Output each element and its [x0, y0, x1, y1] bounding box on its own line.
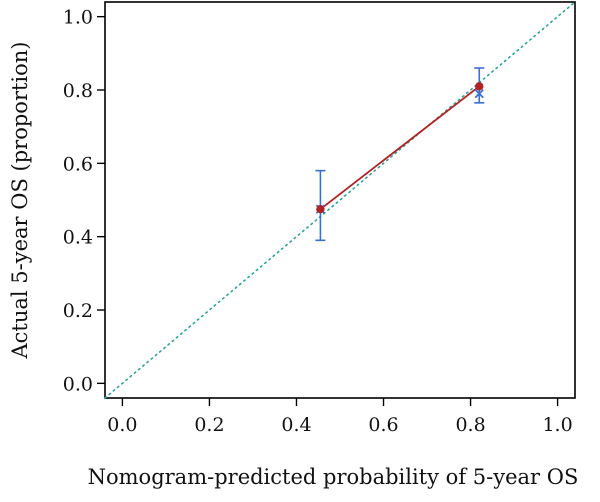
errorbar-layer: [315, 67, 485, 242]
x-tick-label: 1.0: [542, 414, 572, 436]
series-line-layer: [319, 85, 480, 210]
y-tick-label: 0.4: [63, 227, 93, 249]
y-tick-label: 0.2: [63, 300, 93, 322]
y-axis-title: Actual 5-year OS (proportion): [8, 41, 32, 359]
x-axis-ticks: 0.0 0.2 0.4 0.6 0.8 1.0: [107, 398, 573, 436]
x-axis-title: Nomogram-predicted probability of 5-year…: [88, 465, 579, 489]
y-tick-label: 0.6: [63, 153, 93, 175]
y-tick-label: 0.0: [63, 373, 93, 395]
x-tick-label: 0.6: [368, 414, 398, 436]
point-layer: [315, 82, 484, 214]
reference-line-layer: [104, 1, 576, 399]
calibration-line-segment: [319, 85, 480, 210]
x-tick-label: 0.8: [455, 414, 485, 436]
plot-frame: [104, 1, 576, 399]
x-tick-label: 0.4: [281, 414, 311, 436]
observed-point-marker: [475, 82, 484, 91]
y-tick-label: 0.8: [63, 80, 93, 102]
y-axis-ticks: 0.0 0.2 0.4 0.6 0.8 1.0: [63, 7, 105, 395]
corrected-point-marker: [474, 89, 484, 99]
y-tick-label: 1.0: [63, 7, 93, 29]
reference-diagonal-line: [104, 1, 576, 399]
x-tick-label: 0.0: [107, 414, 137, 436]
x-tick-label: 0.2: [194, 414, 224, 436]
observed-point-marker: [316, 204, 325, 214]
